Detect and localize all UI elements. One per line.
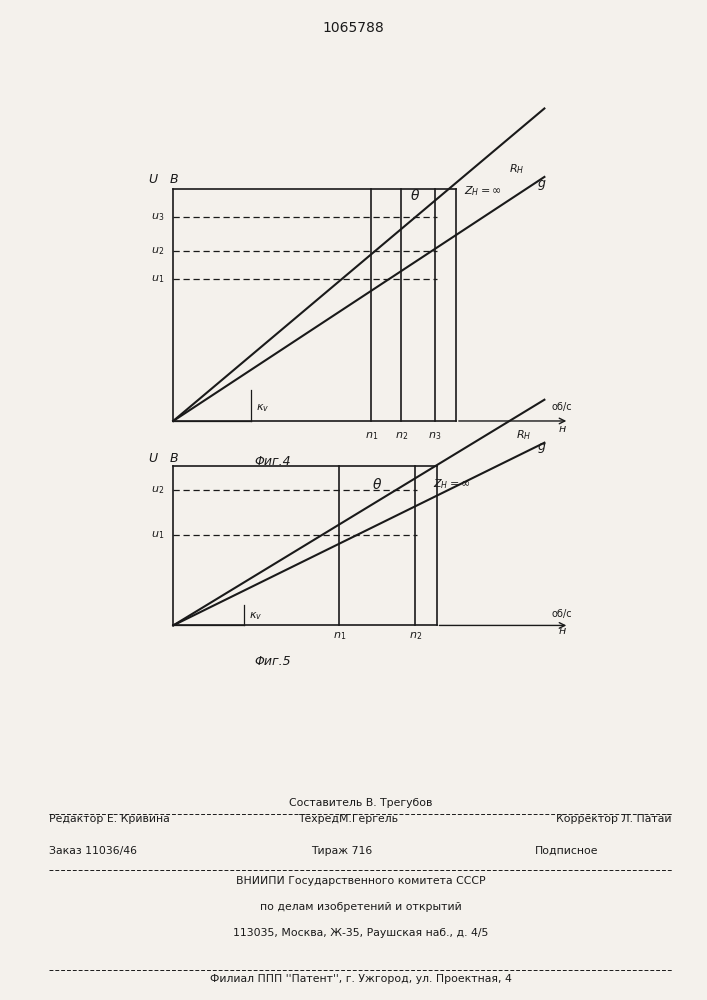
- Text: $n_2$: $n_2$: [409, 630, 422, 642]
- Text: g: g: [537, 177, 545, 190]
- Text: $u_3$: $u_3$: [151, 211, 164, 223]
- Text: по делам изобретений и открытий: по делам изобретений и открытий: [259, 902, 462, 912]
- Text: Φиг.4: Φиг.4: [255, 455, 291, 468]
- Text: Редактор Е. Кривина: Редактор Е. Кривина: [49, 814, 170, 824]
- Text: U: U: [148, 452, 157, 465]
- Text: $n_1$: $n_1$: [333, 630, 346, 642]
- Text: Φиг.5: Φиг.5: [255, 655, 291, 668]
- Text: $\kappa_v$: $\kappa_v$: [257, 402, 269, 414]
- Text: $\theta$: $\theta$: [372, 477, 382, 492]
- Text: U: U: [148, 173, 157, 186]
- Text: $\kappa_v$: $\kappa_v$: [250, 610, 262, 622]
- Text: ТехредМ.Гергель: ТехредМ.Гергель: [298, 814, 398, 824]
- Text: $Z_H=\infty$: $Z_H=\infty$: [464, 184, 502, 198]
- Text: Тираж 716: Тираж 716: [311, 846, 372, 856]
- Text: $n_2$: $n_2$: [395, 430, 408, 442]
- Text: 113035, Москва, Ж-35, Раушская наб., д. 4/5: 113035, Москва, Ж-35, Раушская наб., д. …: [233, 928, 489, 938]
- Text: Подписное: Подписное: [534, 846, 598, 856]
- Text: об/с: об/с: [551, 402, 573, 412]
- Text: В: В: [170, 452, 178, 465]
- Text: $R_H$: $R_H$: [509, 163, 525, 176]
- Text: ВНИИПИ Государственного комитета СССР: ВНИИПИ Государственного комитета СССР: [235, 876, 486, 886]
- Text: $u_1$: $u_1$: [151, 529, 164, 541]
- Text: Корректор Л. Патай: Корректор Л. Патай: [556, 814, 672, 824]
- Text: Филиал ППП ''Патент'', г. Ужгород, ул. Проектная, 4: Филиал ППП ''Патент'', г. Ужгород, ул. П…: [210, 974, 511, 984]
- Text: н: н: [559, 424, 566, 434]
- Text: $n_3$: $n_3$: [428, 430, 441, 442]
- Text: В: В: [170, 173, 178, 186]
- Text: $u_2$: $u_2$: [151, 245, 164, 257]
- Text: $u_1$: $u_1$: [151, 273, 164, 285]
- Text: 1065788: 1065788: [322, 21, 385, 35]
- Text: $Z_H=\infty$: $Z_H=\infty$: [433, 477, 471, 491]
- Text: $R_H$: $R_H$: [516, 428, 532, 442]
- Text: $\theta$: $\theta$: [410, 188, 420, 203]
- Text: об/с: об/с: [551, 609, 573, 619]
- Text: g: g: [537, 440, 545, 453]
- Text: н: н: [559, 626, 566, 636]
- Text: Составитель В. Трегубов: Составитель В. Трегубов: [289, 798, 432, 808]
- Text: Заказ 11036/46: Заказ 11036/46: [49, 846, 137, 856]
- Text: $u_2$: $u_2$: [151, 484, 164, 496]
- Text: $n_1$: $n_1$: [365, 430, 378, 442]
